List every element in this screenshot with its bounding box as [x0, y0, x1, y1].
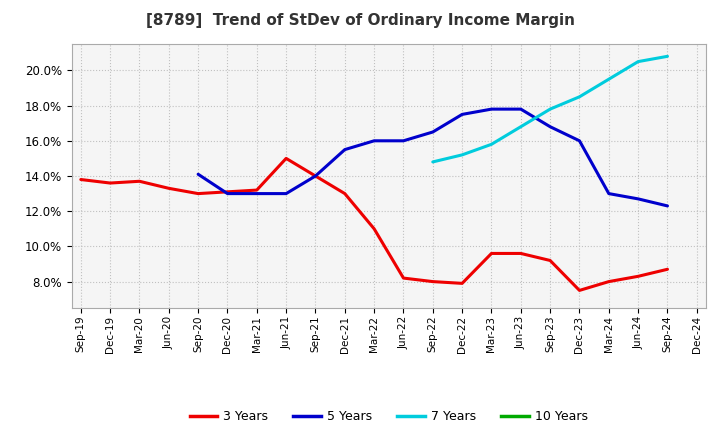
5 Years	[516, 106, 525, 112]
3 Years	[634, 274, 642, 279]
5 Years	[458, 112, 467, 117]
3 Years	[370, 226, 379, 231]
5 Years	[282, 191, 290, 196]
3 Years	[575, 288, 584, 293]
5 Years	[605, 191, 613, 196]
Text: [8789]  Trend of StDev of Ordinary Income Margin: [8789] Trend of StDev of Ordinary Income…	[145, 13, 575, 28]
7 Years	[516, 124, 525, 129]
5 Years	[341, 147, 349, 152]
5 Years	[428, 129, 437, 135]
3 Years	[106, 180, 114, 186]
7 Years	[634, 59, 642, 64]
7 Years	[605, 77, 613, 82]
3 Years	[164, 186, 173, 191]
3 Years	[76, 177, 85, 182]
3 Years	[458, 281, 467, 286]
3 Years	[663, 267, 672, 272]
3 Years	[282, 156, 290, 161]
3 Years	[487, 251, 496, 256]
5 Years	[663, 203, 672, 209]
3 Years	[605, 279, 613, 284]
3 Years	[223, 189, 232, 194]
3 Years	[194, 191, 202, 196]
3 Years	[516, 251, 525, 256]
Line: 5 Years: 5 Years	[198, 109, 667, 206]
5 Years	[370, 138, 379, 143]
3 Years	[341, 191, 349, 196]
5 Years	[253, 191, 261, 196]
5 Years	[487, 106, 496, 112]
Line: 3 Years: 3 Years	[81, 158, 667, 290]
3 Years	[546, 258, 554, 263]
3 Years	[399, 275, 408, 281]
5 Years	[634, 196, 642, 202]
7 Years	[458, 152, 467, 158]
7 Years	[575, 94, 584, 99]
3 Years	[311, 173, 320, 179]
5 Years	[311, 173, 320, 179]
7 Years	[663, 54, 672, 59]
3 Years	[428, 279, 437, 284]
3 Years	[135, 179, 144, 184]
Line: 7 Years: 7 Years	[433, 56, 667, 162]
7 Years	[546, 106, 554, 112]
5 Years	[546, 124, 554, 129]
5 Years	[399, 138, 408, 143]
5 Years	[223, 191, 232, 196]
7 Years	[428, 159, 437, 165]
Legend: 3 Years, 5 Years, 7 Years, 10 Years: 3 Years, 5 Years, 7 Years, 10 Years	[184, 406, 593, 429]
7 Years	[487, 142, 496, 147]
3 Years	[253, 187, 261, 193]
5 Years	[575, 138, 584, 143]
5 Years	[194, 172, 202, 177]
